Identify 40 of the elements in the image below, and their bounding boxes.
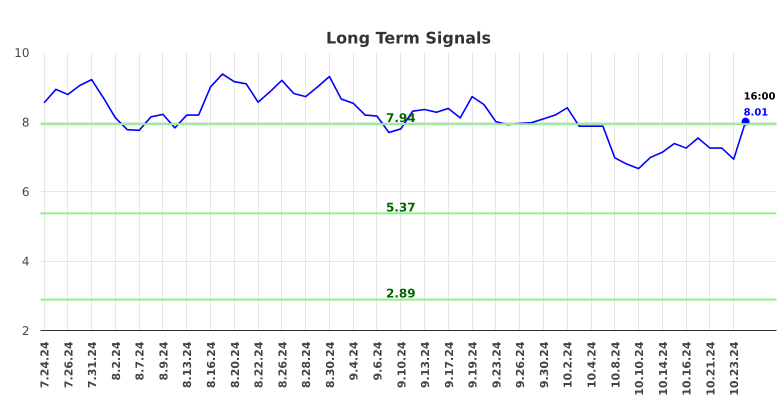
- y-tick-label: 6: [22, 185, 30, 199]
- y-tick-label: 4: [22, 254, 30, 268]
- x-tick-label: 10.16.24: [680, 341, 694, 396]
- ref-line-label: 2.89: [386, 286, 416, 301]
- x-tick-label: 9.30.24: [538, 341, 551, 388]
- x-tick-label: 9.4.24: [348, 341, 361, 380]
- x-tick-label: 9.10.24: [395, 341, 408, 388]
- x-tick-label: 10.14.24: [656, 341, 670, 396]
- annotation: 16:00: [744, 92, 776, 103]
- data-label: 8.01: [744, 108, 768, 119]
- x-tick-label: 8.30.24: [324, 341, 337, 388]
- x-tick-label: 8.28.24: [300, 341, 314, 388]
- chart-title: Long Term Signals: [326, 28, 492, 48]
- x-tick-label: 10.8.24: [609, 341, 622, 388]
- x-tick-label: 10.2.24: [562, 341, 575, 388]
- x-tick-label: 8.26.24: [276, 341, 290, 388]
- x-tick-label: 8.9.24: [157, 341, 170, 380]
- x-tick-label: 7.26.24: [62, 341, 76, 388]
- x-tick-label: 8.16.24: [205, 341, 218, 388]
- x-tick-label: 9.26.24: [514, 341, 528, 388]
- y-tick-label: 8: [22, 116, 30, 130]
- x-tick-label: 9.19.24: [466, 341, 480, 388]
- x-tick-label: 9.13.24: [419, 341, 432, 388]
- x-tick-label: 10.21.24: [704, 341, 718, 396]
- x-tick-label: 7.31.24: [86, 341, 100, 388]
- y-tick-label: 10: [14, 46, 30, 60]
- x-tick-label: 10.23.24: [728, 341, 742, 396]
- x-tick-label: 8.7.24: [134, 341, 147, 380]
- x-tick-label: 9.23.24: [490, 341, 504, 388]
- x-tick-label: 8.22.24: [252, 341, 266, 388]
- y-tick-label: 2: [22, 324, 30, 338]
- x-tick-label: 10.4.24: [586, 341, 599, 388]
- x-tick-label: 9.6.24: [371, 341, 384, 380]
- x-tick-label: 8.13.24: [181, 341, 194, 388]
- ref-line-label: 5.37: [386, 200, 416, 214]
- x-tick-label: 10.10.24: [633, 341, 646, 396]
- x-tick-label: 8.20.24: [228, 341, 242, 388]
- x-tick-label: 8.2.24: [110, 341, 123, 380]
- x-tick-label: 7.24.24: [38, 341, 52, 388]
- x-tick-label: 9.17.24: [442, 341, 456, 388]
